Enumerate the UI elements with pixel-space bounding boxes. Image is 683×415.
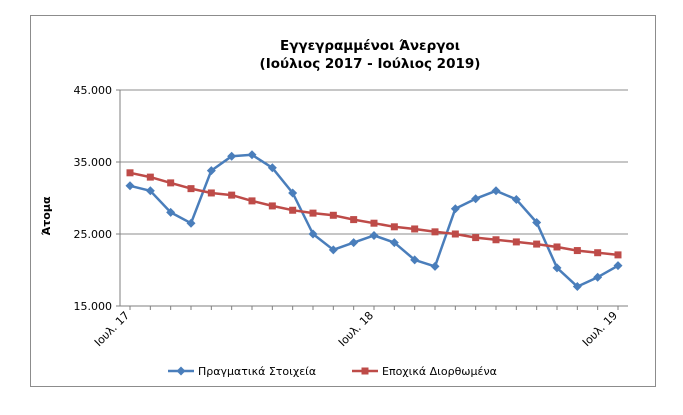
data-point [552,263,562,273]
data-point [593,272,603,282]
y-tick-label: 45.000 [74,84,113,97]
data-point [125,181,135,191]
chart-title-line-1: Εγγεγραμμένοι Άνεργοι [280,38,460,54]
data-point [126,169,134,177]
data-point [472,234,480,242]
data-point [411,225,419,233]
data-point [491,186,501,196]
data-point [146,173,154,181]
x-tick-label: Ιουλ. 18 [336,309,376,349]
data-point [390,223,398,231]
series [125,150,623,292]
data-point [613,261,623,271]
data-point [492,236,500,244]
y-tick-label: 35.000 [74,156,113,169]
data-point [614,251,622,259]
data-point [410,255,420,265]
y-tick-label: 25.000 [74,228,113,241]
data-point [450,204,460,214]
data-point [166,207,176,217]
data-point [389,238,399,248]
data-point [309,209,317,217]
legend-label: Εποχικά Διορθωμένα [382,365,497,378]
data-point [247,150,257,160]
data-point [206,166,216,176]
x-tick-label: Ιουλ. 19 [580,309,620,349]
data-point [207,189,215,197]
data-point [329,211,337,219]
chart-frame [30,15,656,387]
data-point [268,202,276,210]
data-point [350,216,358,224]
data-point [228,191,236,199]
chart-title-line-2: (Ιούλιος 2017 - Ιούλιος 2019) [260,56,481,72]
data-point [369,230,379,240]
data-point [187,185,195,193]
data-point [145,186,155,196]
data-point [573,247,581,255]
data-point [370,219,378,227]
legend: Πραγματικά Στοιχεία Εποχικά Διορθωμένα [168,365,497,378]
data-point [471,194,481,204]
data-point [553,243,561,251]
data-point [430,261,440,271]
data-point [451,230,459,238]
data-point [186,218,196,228]
data-point [308,229,318,239]
data-point [349,238,359,248]
y-tick-label: 15.000 [74,300,113,313]
legend-marker [361,367,369,375]
data-point [167,179,175,187]
data-point [289,206,297,214]
data-point [572,282,582,292]
legend-marker [176,366,186,376]
legend-label: Πραγματικά Στοιχεία [198,365,316,378]
data-point [267,163,277,173]
data-point [594,249,602,257]
data-point [512,238,520,246]
data-point [532,217,542,227]
data-point [248,197,256,205]
data-point [533,240,541,248]
x-tick-label: Ιουλ. 17 [92,309,132,349]
data-point [328,245,338,255]
data-point [227,151,237,161]
data-point [431,228,439,236]
data-point [511,194,521,204]
data-point [288,188,298,198]
y-axis-label: Άτομα [40,196,53,235]
